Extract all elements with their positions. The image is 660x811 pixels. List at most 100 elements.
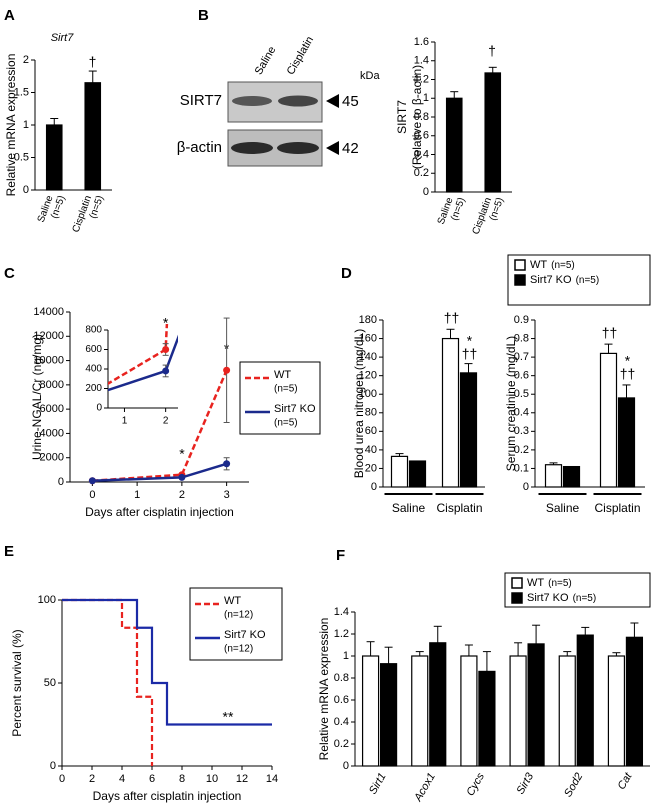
- bar: [379, 663, 398, 767]
- y-axis-label: SIRT7: [395, 100, 409, 134]
- blot-band: [232, 96, 272, 106]
- x-tick-label: 1: [122, 416, 128, 427]
- y-axis-label: Urine-NGAL/Cr (ng/mg): [30, 334, 44, 460]
- bar: [527, 643, 545, 767]
- legend-swatch: [514, 274, 526, 286]
- y-tick-label: 0: [371, 481, 377, 493]
- panel-label: A: [4, 7, 15, 24]
- x-tick-label: Sirt1: [367, 771, 389, 797]
- legend-label: Sirt7 KO (n=5): [527, 592, 596, 604]
- y-axis-label: Percent survival (%): [10, 629, 24, 736]
- legend-label: WT (n=5): [527, 577, 572, 589]
- y-tick-label: 1.5: [14, 86, 29, 98]
- x-tick-label: Cisplatin: [436, 501, 482, 515]
- panel-label: F: [336, 547, 345, 564]
- arrow: [326, 94, 339, 108]
- x-axis-label: Days after cisplatin injection: [93, 789, 242, 803]
- y-tick-label: 0.1: [514, 462, 529, 474]
- marker: [162, 346, 170, 353]
- annotation: ††: [462, 346, 478, 362]
- legend-label: (n=12): [224, 610, 253, 621]
- y-tick-label: 2: [23, 54, 29, 66]
- bar: [576, 634, 594, 767]
- annotation: *: [179, 446, 185, 462]
- y-tick-label: 0.2: [414, 167, 429, 179]
- marker: [203, 258, 210, 265]
- annotation: †: [488, 43, 496, 59]
- y-tick-label: 50: [44, 677, 56, 689]
- legend-note: (n=5): [551, 260, 575, 271]
- x-tick-label: Acox1: [412, 771, 438, 804]
- y-tick-label: 0.8: [414, 111, 429, 123]
- y-tick-label: 1: [423, 92, 429, 104]
- y-tick-label: 600: [85, 344, 102, 355]
- y-tick-label: 4000: [40, 427, 64, 439]
- y-tick-label: 10000: [33, 354, 64, 366]
- annotation: *: [467, 333, 473, 349]
- survival-line: [62, 598, 154, 766]
- chart-title: Sirt7: [51, 32, 75, 44]
- y-tick-label: 2000: [40, 452, 64, 464]
- legend-swatch: [511, 592, 523, 604]
- x-tick-label: 8: [179, 773, 185, 785]
- bar: [459, 372, 478, 488]
- marker: [178, 473, 186, 481]
- y-tick-label: 14000: [33, 306, 64, 318]
- y-tick-label: 0.5: [14, 151, 29, 163]
- x-tick-label: 3: [224, 489, 230, 501]
- legend-box: [504, 572, 651, 608]
- bar: [607, 655, 626, 767]
- bar: [544, 464, 563, 488]
- y-tick-label: 0: [58, 476, 64, 488]
- legend-name: WT: [530, 259, 547, 271]
- y-tick-label: 0: [423, 186, 429, 198]
- marker: [162, 367, 170, 375]
- inset-plot: [80, 258, 210, 402]
- survival-line: [62, 598, 272, 726]
- band-label: β-actin: [177, 139, 222, 156]
- lane-label: Saline: [253, 44, 279, 76]
- western-blot: B Saline Cisplatin kDa SIRT7 β-actin 45 …: [177, 7, 380, 167]
- bar: [562, 465, 581, 488]
- bar: [460, 655, 478, 767]
- x-tick-label: 2: [163, 416, 169, 427]
- legend-label: (n=5): [274, 418, 298, 429]
- panel-label: C: [4, 265, 15, 282]
- annotation: *: [163, 315, 169, 331]
- bar: [429, 642, 447, 767]
- panel-label: E: [4, 543, 14, 560]
- legend-label: WT (n=5): [530, 259, 575, 271]
- y-tick-label: 0.6: [414, 130, 429, 142]
- y-tick-label: 0.4: [514, 407, 529, 419]
- marker: [223, 366, 231, 374]
- y-tick-label: 0.6: [514, 370, 529, 382]
- blot-band: [231, 142, 273, 154]
- legend-swatch: [511, 577, 523, 589]
- bar: [509, 655, 527, 767]
- legend-label: WT: [274, 369, 291, 381]
- y-tick-label: 0.6: [334, 694, 349, 706]
- bar: [445, 97, 463, 193]
- annotation: †: [89, 54, 97, 70]
- x-tick-label: 14: [266, 773, 278, 785]
- legend-box: [189, 587, 283, 661]
- band-size: 45: [342, 93, 359, 110]
- annotation: ††: [620, 366, 636, 382]
- legend-name: Sirt7 KO: [530, 274, 572, 286]
- y-tick-label: 12000: [33, 330, 64, 342]
- y-tick-label: 0.8: [334, 672, 349, 684]
- x-tick-label: 10: [206, 773, 218, 785]
- x-tick-label: 1: [134, 489, 140, 501]
- y-tick-label: 1.2: [334, 628, 349, 640]
- y-axis-label: Relative mRNA expression: [4, 54, 18, 197]
- x-tick-label: Cisplatin: [594, 501, 640, 515]
- y-tick-label: 120: [359, 370, 377, 382]
- blot-band: [277, 142, 319, 154]
- legend-note: (n=5): [548, 578, 572, 589]
- y-tick-label: 0.3: [514, 425, 529, 437]
- y-axis-label: Blood urea nitrogen (mg/dL): [352, 329, 366, 478]
- legend-name: Sirt7 KO: [527, 592, 569, 604]
- lane-label: Cisplatin: [285, 34, 316, 77]
- marker: [80, 395, 87, 402]
